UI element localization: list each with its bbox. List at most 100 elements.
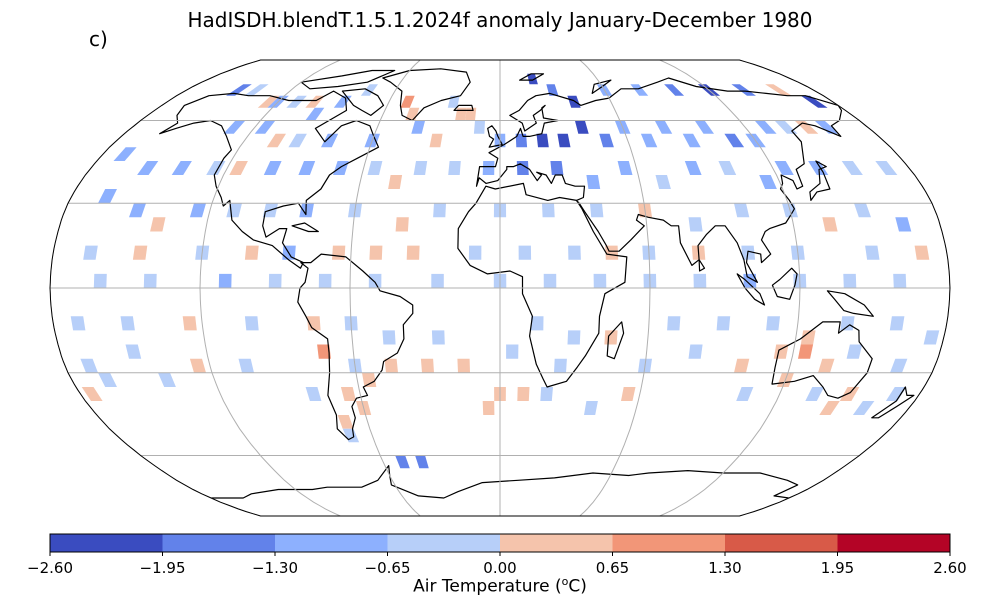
graticule [50,60,950,516]
colorbar-tick-label: 1.95 [821,559,854,577]
anomaly-cell [716,316,731,331]
coastline-borneo [771,267,798,300]
anomaly-cell [70,316,86,331]
anomaly-cell [317,344,331,359]
anomaly-cell [238,358,254,373]
anomaly-cell [914,245,930,260]
anomaly-cell [305,107,325,121]
anomaly-cell [574,120,589,134]
anomaly-cell [800,95,828,108]
colorbar-bin [725,534,838,552]
map-title: HadISDH.blendT.1.5.1.2024f anomaly Janua… [187,8,813,32]
anomaly-cell [482,401,495,415]
anomaly-cell [229,161,248,175]
anomaly-cell [655,175,671,189]
colorbar-tick-label: −1.30 [252,559,298,577]
anomaly-cell [688,344,703,359]
coastline-arctic-islands [300,69,396,90]
anomaly-cell [518,245,532,260]
anomaly-cell [457,358,470,373]
anomaly-cell [506,344,519,359]
anomaly-cell [893,273,907,288]
anomaly-cell [113,147,137,161]
anomaly-cell [244,245,259,260]
anomaly-cell [395,455,410,469]
anomaly-cell [129,203,146,218]
colorbar-label: Air Temperature (oC) [413,575,587,597]
colorbar-bin [50,534,163,552]
colorbar-tick-label: −1.95 [140,559,186,577]
anomaly-cell [98,189,117,204]
anomaly-cell [189,358,206,373]
anomaly-cell [584,401,598,415]
anomaly-cell [368,273,382,288]
anomaly-cell [517,387,530,401]
anomaly-cell [734,358,750,373]
anomaly-cell [395,217,409,232]
anomaly-cell [567,330,581,345]
coastline-madagascar [606,321,625,360]
anomaly-cell [266,133,286,148]
anomaly-cell [617,161,633,175]
coastlines [159,68,915,499]
anomaly-cell [568,245,581,260]
anomaly-cell [189,203,206,218]
coastline-greenland [382,68,471,122]
anomaly-cell [540,387,553,401]
anomaly-cell [557,133,571,148]
anomaly-cell [388,175,403,189]
anomaly-cell [819,401,840,415]
coastline-antarctica [211,465,799,499]
anomaly-cell [473,120,485,134]
anomaly-cell [268,273,282,288]
colorbar-tick-label: 1.30 [708,559,741,577]
anomaly-cell [895,217,912,232]
anomaly-cell [406,245,420,260]
anomaly-cell [590,203,604,218]
anomaly-cell [515,133,528,148]
colorbar-bin [837,534,951,552]
anomaly-cell [682,133,701,148]
anomaly-cell [774,120,798,134]
anomaly-cell [362,372,377,387]
anomaly-cell [885,387,907,401]
anomaly-cell [854,203,871,218]
anomaly-cell [244,316,259,331]
coastline-japan [809,160,831,201]
anomaly-cell [736,387,754,401]
anomaly-cell [83,245,98,260]
coastline-british-isles [487,125,503,148]
anomaly-cell [822,217,838,232]
coastline-new-zealand [871,386,915,419]
anomaly-cell [218,273,232,288]
anomaly-cell [431,330,445,345]
anomaly-cell [465,107,477,121]
anomaly-cell [604,330,618,345]
anomaly-cell [158,372,176,387]
anomaly-cell [754,120,777,134]
anomaly-cell [299,203,314,218]
anomaly-cell [226,203,242,218]
anomaly-cell [923,330,940,345]
anomaly-cell [734,203,750,218]
anomaly-cell [254,120,276,134]
anomaly-cell [321,133,339,148]
coastline-sri-lanka [698,259,706,272]
anomaly-cell [542,203,555,218]
anomaly-cell [433,203,446,218]
anomaly-cell [724,133,745,148]
anomaly-cell [244,84,269,96]
anomaly-cell [805,387,825,401]
anomaly-cell [143,273,157,288]
anomaly-cell [774,161,794,175]
anomaly-cell [307,316,321,331]
anomaly-cell [223,120,246,134]
anomaly-cell [369,245,383,260]
anomaly-cell [546,84,559,96]
anomaly-cell [332,245,346,260]
anomaly-cell [400,95,415,108]
anomaly-cell [340,387,356,401]
colorbar-bin [612,534,726,552]
anomaly-cell [429,133,443,148]
coastline-novaya-zemlya [591,79,612,94]
